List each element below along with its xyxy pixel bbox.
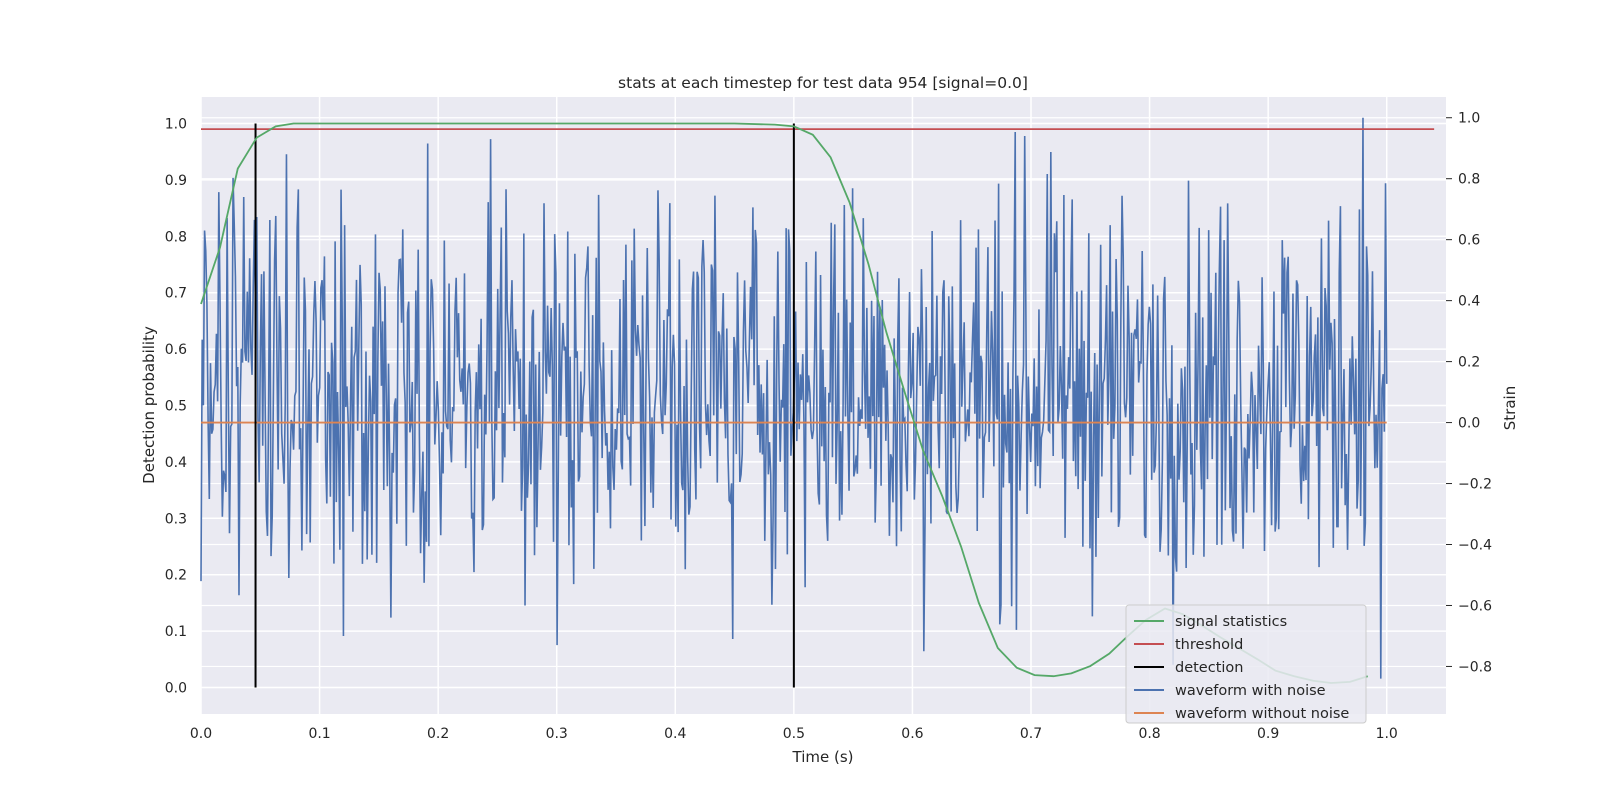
x-tick-label: 0.7: [1020, 726, 1042, 742]
left-y-tick-label: 0.6: [165, 342, 187, 358]
left-y-axis-ticks: 0.0 0.1 0.2 0.3 0.4 0.5 0.6 0.7 0.8 0.9 1.0: [165, 117, 187, 697]
x-axis-ticks: 0.0 0.1 0.2 0.3 0.4 0.5 0.6 0.7 0.8 0.9 1.0: [190, 726, 1398, 742]
left-y-tick-label: 0.7: [165, 286, 187, 302]
right-y-tick-label: 0.2: [1458, 355, 1480, 371]
left-y-tick-label: 0.0: [165, 680, 187, 696]
right-y-tick-label: −0.8: [1458, 659, 1492, 675]
legend-label: detection: [1175, 660, 1243, 676]
left-y-tick-label: 0.1: [165, 624, 187, 640]
x-tick-label: 0.0: [190, 726, 212, 742]
right-y-tick-label: 0.4: [1458, 294, 1480, 310]
left-y-tick-label: 0.9: [165, 173, 187, 189]
x-tick-label: 0.5: [783, 726, 805, 742]
x-tick-label: 0.1: [308, 726, 330, 742]
x-tick-label: 0.4: [664, 726, 686, 742]
legend-label: waveform with noise: [1175, 683, 1326, 699]
right-y-tick-label: −0.4: [1458, 538, 1492, 554]
right-y-tick-label: 0.6: [1458, 233, 1480, 249]
legend-label: signal statistics: [1175, 614, 1287, 630]
right-y-axis-ticks: −0.8 −0.6 −0.4 −0.2 0.0 0.2 0.4 0.6 0.8 1.0: [1446, 111, 1492, 675]
x-axis-label: Time (s): [792, 748, 854, 766]
right-y-axis-label: Strain: [1501, 386, 1519, 430]
x-tick-label: 0.8: [1138, 726, 1160, 742]
left-y-tick-label: 0.8: [165, 229, 187, 245]
left-y-tick-label: 0.4: [165, 455, 187, 471]
legend: signal statistics threshold detection wavef…: [1125, 604, 1367, 724]
right-y-tick-label: 0.0: [1458, 416, 1480, 432]
legend-label: threshold: [1175, 637, 1243, 653]
legend-box: [1125, 604, 1367, 724]
left-y-tick-label: 1.0: [165, 117, 187, 133]
x-tick-label: 0.9: [1257, 726, 1279, 742]
left-y-tick-label: 0.5: [165, 399, 187, 415]
right-y-tick-label: 0.8: [1458, 172, 1480, 188]
x-tick-label: 0.2: [427, 726, 449, 742]
chart-title: stats at each timestep for test data 954…: [618, 74, 1028, 92]
legend-label: waveform without noise: [1175, 706, 1349, 722]
left-y-tick-label: 0.2: [165, 568, 187, 584]
right-y-tick-label: 1.0: [1458, 111, 1480, 127]
right-y-tick-label: −0.6: [1458, 598, 1492, 614]
left-y-axis-label: Detection probability: [140, 326, 158, 484]
x-tick-label: 0.3: [546, 726, 568, 742]
right-y-tick-label: −0.2: [1458, 477, 1492, 493]
x-tick-label: 0.6: [901, 726, 923, 742]
x-tick-label: 1.0: [1376, 726, 1398, 742]
left-y-tick-label: 0.3: [165, 511, 187, 527]
